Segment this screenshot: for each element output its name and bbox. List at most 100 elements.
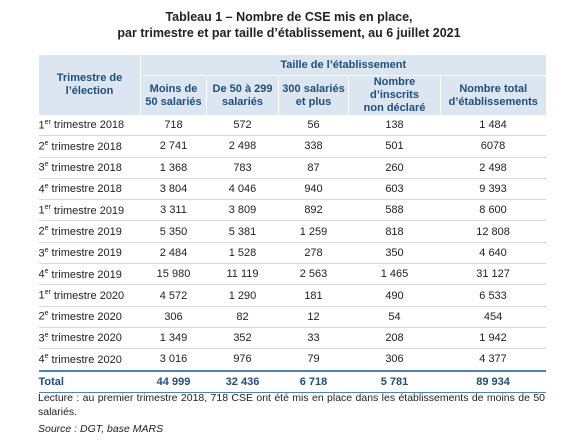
value-cell: 718: [140, 115, 207, 137]
value-cell: 588: [348, 199, 441, 222]
value-cell: 5 381: [206, 220, 279, 243]
ordinal-suffix: e: [44, 267, 49, 275]
period-cell: 4e trimestre 2020: [38, 348, 141, 372]
period-text: trimestre 2018: [51, 162, 122, 175]
group-header: Taille de l’établissement: [139, 55, 546, 76]
value-cell: 3 804: [140, 178, 207, 201]
value-cell: 1 368: [140, 157, 207, 179]
quarter-number: 1: [38, 204, 45, 217]
value-cell: 2 498: [206, 135, 279, 158]
header-cell: Trimestre de l’élection: [38, 55, 141, 115]
period-cell: 2e trimestre 2020: [38, 306, 141, 328]
quarter-number: 2: [38, 140, 45, 153]
table-row: 1er trimestre 2020 4 572 1 290 181 490 6 533: [38, 284, 546, 307]
ordinal-suffix: e: [44, 182, 49, 190]
value-cell: 352: [206, 327, 279, 350]
period-cell: 4e trimestre 2018: [38, 178, 141, 201]
value-cell: 572: [206, 115, 279, 137]
value-cell: 2 563: [278, 263, 349, 286]
value-cell: 454: [440, 306, 546, 328]
value-cell: 8 600: [440, 199, 546, 222]
table-row: 2e trimestre 2019 5 350 5 381 1 259 818 12 808: [38, 220, 546, 243]
value-cell: 892: [278, 199, 349, 222]
table-row: 3e trimestre 2019 2 484 1 528 278 350 4 640: [38, 242, 546, 265]
header-line: 50 salariés: [145, 95, 202, 108]
value-cell: 208: [348, 327, 441, 350]
table-title: Tableau 1 – Nombre de CSE mis en place, p…: [0, 9, 578, 41]
period-text: trimestre 2019: [51, 268, 122, 281]
reading-note: Lecture : au premier trimestre 2018, 718…: [38, 392, 545, 418]
quarter-number: 1: [38, 119, 45, 132]
value-cell: 4 046: [206, 178, 279, 201]
header-line: d’établissements: [448, 95, 538, 108]
header-line: salariés: [222, 95, 263, 108]
value-cell: 260: [348, 157, 441, 179]
value-cell: 1 290: [206, 284, 279, 307]
total-cell: 32 436: [206, 369, 279, 393]
header-line: et plus: [295, 95, 332, 108]
period-text: trimestre 2020: [53, 289, 125, 302]
period-cell: 1er trimestre 2018: [38, 115, 141, 137]
table-row: 4e trimestre 2019 15 980 11 119 2 563 1 465 31…: [38, 263, 546, 286]
period-text: trimestre 2019: [51, 225, 122, 238]
value-cell: 783: [206, 157, 279, 179]
period-cell: 3e trimestre 2019: [38, 242, 141, 265]
total-cell: 6 718: [278, 369, 349, 393]
value-cell: 1 942: [440, 327, 546, 350]
ordinal-suffix: e: [44, 310, 49, 318]
ordinal-suffix: er: [44, 118, 51, 126]
value-cell: 1 259: [278, 220, 349, 243]
period-cell: 4e trimestre 2019: [38, 263, 141, 286]
period-cell: 3e trimestre 2020: [38, 327, 141, 350]
value-cell: 1 349: [140, 327, 207, 350]
header-cell: Moins de 50 salariés: [140, 75, 207, 115]
value-cell: 306: [348, 348, 441, 372]
value-cell: 5 350: [140, 220, 207, 243]
period-text: trimestre 2018: [51, 183, 122, 196]
total-cell: 44 999: [140, 369, 207, 393]
value-cell: 3 016: [140, 348, 207, 372]
header-line: Nombre d’inscrits: [370, 76, 419, 101]
value-cell: 603: [348, 178, 441, 201]
table-row: 3e trimestre 2020 1 349 352 33 208 1 942: [38, 327, 546, 350]
value-cell: 15 980: [140, 263, 207, 286]
value-cell: 33: [278, 327, 349, 350]
total-label: Total: [38, 369, 141, 393]
total-cell: 89 934: [440, 369, 546, 393]
value-cell: 87: [278, 157, 349, 179]
value-cell: 976: [206, 348, 279, 372]
value-cell: 31 127: [440, 263, 546, 286]
period-text: trimestre 2018: [53, 119, 125, 132]
period-cell: 3e trimestre 2018: [38, 157, 141, 179]
header-line: l’élection: [65, 85, 114, 97]
table-row: 2e trimestre 2018 2 741 2 498 338 501 6078: [38, 135, 546, 158]
ordinal-suffix: e: [44, 140, 49, 148]
period-text: trimestre 2019: [53, 204, 125, 217]
header-line: Trimestre de: [56, 72, 123, 84]
quarter-number: 4: [38, 183, 45, 196]
title-line: par trimestre et par taille d’établissem…: [117, 26, 461, 40]
header-cell: Nombre d’inscrits non déclaré: [348, 75, 441, 115]
ordinal-suffix: er: [44, 204, 51, 211]
value-cell: 501: [348, 135, 441, 158]
quarter-number: 1: [38, 289, 45, 302]
ordinal-suffix: e: [44, 225, 49, 233]
value-cell: 490: [348, 284, 441, 307]
ordinal-suffix: e: [44, 353, 49, 361]
header-cell: 300 salariés et plus: [278, 75, 349, 115]
header-line: 300 salariés: [282, 82, 345, 95]
value-cell: 940: [278, 178, 349, 201]
value-cell: 350: [348, 242, 441, 265]
ordinal-suffix: er: [44, 289, 51, 297]
quarter-number: 4: [38, 268, 45, 281]
table-row: 4e trimestre 2020 3 016 976 79 306 4 377: [38, 348, 546, 372]
value-cell: 181: [278, 284, 349, 307]
value-cell: 3 809: [206, 199, 279, 222]
title-line: Tableau 1 – Nombre de CSE mis en place,: [165, 10, 413, 24]
source-note: Source : DGT, base MARS: [38, 423, 164, 435]
group-header-row: Trimestre de l’élection Taille de l’établi…: [38, 55, 546, 115]
value-cell: 4 377: [440, 348, 546, 372]
period-text: trimestre 2020: [51, 332, 122, 345]
header-line: Moins de: [149, 82, 198, 95]
